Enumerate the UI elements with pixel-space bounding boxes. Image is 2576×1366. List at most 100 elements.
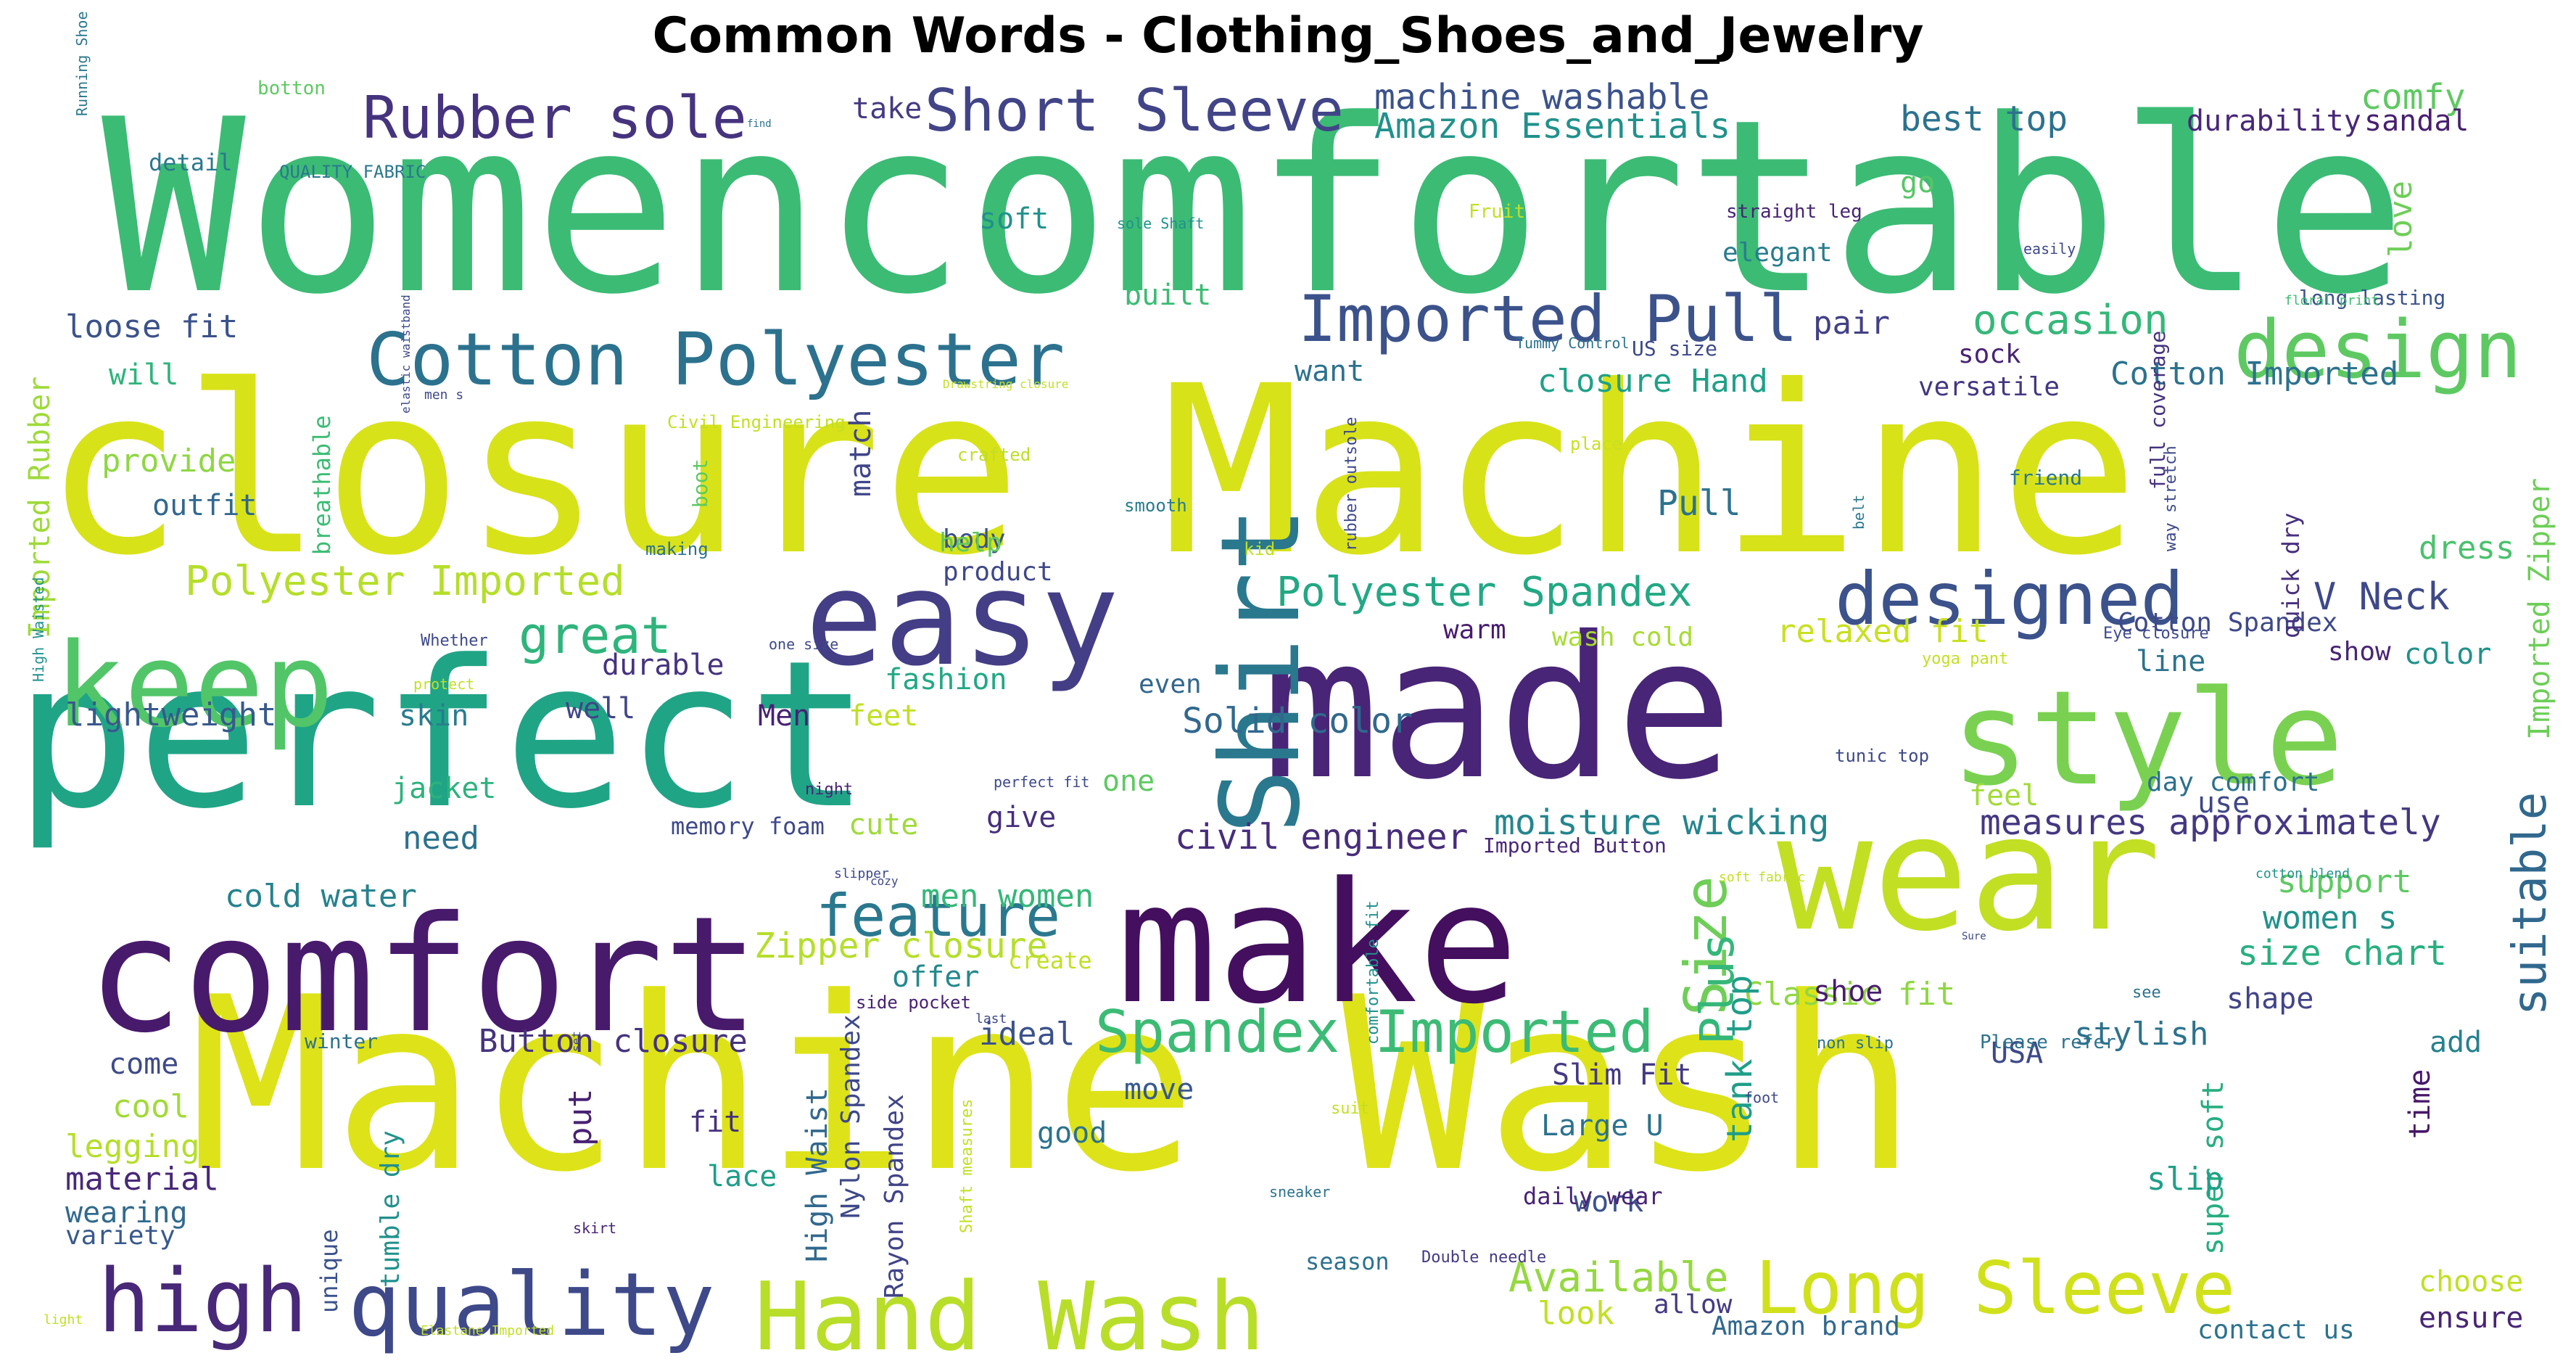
word-105: variety (65, 1221, 176, 1251)
word-37: sandal (2364, 104, 2469, 138)
word-183: foot (1744, 1089, 1779, 1106)
word-128: Amazon brand (1712, 1312, 1900, 1341)
word-195: Elastane Imported (421, 1323, 554, 1338)
word-64: provide (102, 443, 236, 480)
word-4: made (1262, 594, 1733, 823)
word-109: put (562, 1089, 599, 1146)
word-46: Solid color (1182, 701, 1413, 741)
word-162: easily (2023, 240, 2076, 258)
word-198: Sure (1962, 931, 1986, 942)
word-166: men s (424, 387, 463, 403)
word-51: relaxed fit (1777, 613, 1988, 650)
word-43: moisture wicking (1494, 802, 1829, 843)
word-127: allow (1654, 1290, 1733, 1320)
word-113: move (1124, 1073, 1194, 1106)
word-137: Rayon Spandex (880, 1094, 909, 1299)
word-149: smooth (1124, 495, 1187, 516)
word-123: Slim Fit (1552, 1058, 1692, 1092)
word-126: look (1537, 1295, 1614, 1332)
word-111: lace (707, 1160, 777, 1193)
word-96: versatile (1918, 372, 2060, 402)
word-57: ideal (979, 1016, 1075, 1053)
word-26: Plus (1691, 933, 1745, 1045)
word-91: soft (979, 202, 1049, 236)
word-192: cozy (870, 874, 899, 888)
word-154: Whether (421, 632, 488, 650)
word-34: best top (1900, 99, 2068, 139)
word-164: Tummy Control (1516, 334, 1630, 352)
word-8: easy (805, 543, 1119, 695)
word-21: Rubber sole (363, 84, 747, 152)
word-50: women s (2263, 900, 2397, 937)
word-1: closure Machine (44, 337, 2139, 606)
word-138: breathable (308, 415, 336, 555)
word-182: see (2132, 984, 2161, 1002)
word-152: kid (1244, 539, 1275, 559)
word-197: set (569, 1031, 583, 1052)
word-169: Running Shoe (73, 12, 91, 117)
word-181: cotton blend (2255, 866, 2350, 881)
word-140: full coverage (2146, 331, 2170, 490)
word-153: making (645, 539, 709, 559)
word-81: day comfort (2147, 768, 2319, 797)
word-196: last (975, 1011, 1007, 1026)
word-80: use (2197, 786, 2250, 820)
word-75: need (402, 820, 479, 857)
word-27: suitable (2503, 792, 2557, 1016)
word-49: support (2277, 863, 2411, 900)
word-58: super soft (2197, 1080, 2230, 1255)
word-82: color (2404, 638, 2491, 671)
word-171: rubber outsole (1342, 417, 1361, 551)
word-186: sneaker (1269, 1183, 1330, 1201)
word-159: Fruit (1469, 201, 1525, 223)
word-12: quality (348, 1255, 715, 1356)
word-124: USA (1991, 1037, 2043, 1070)
word-163: floral print (2284, 293, 2379, 308)
word-15: designed (1835, 556, 2184, 641)
word-155: protect (413, 675, 474, 693)
word-5: make (1117, 847, 1519, 1041)
word-13: high (98, 1251, 307, 1352)
word-71: feet (849, 699, 918, 733)
word-48: size chart (2237, 933, 2447, 974)
word-161: straight leg (1726, 201, 1862, 223)
word-56: Button closure (479, 1023, 748, 1060)
word-6: comfort (87, 882, 759, 1068)
word-36: durability (2187, 104, 2361, 138)
word-121: work (1574, 1185, 1643, 1219)
word-110: fit (689, 1106, 741, 1139)
word-139: boot (688, 459, 712, 508)
word-29: Polyester Spandex (1276, 569, 1692, 616)
word-9: keep (54, 617, 334, 753)
word-38: occasion (1973, 297, 2168, 344)
word-129: contact us (2197, 1315, 2355, 1345)
word-54: cold water (225, 878, 417, 915)
word-98: body (943, 524, 1006, 554)
word-189: suit (1331, 1100, 1369, 1118)
word-97: match (844, 410, 878, 497)
word-22: feature (816, 882, 1060, 950)
word-32: machine washable (1374, 77, 1709, 118)
word-20: Short Sleeve (925, 77, 1344, 144)
word-14: Shirt (1198, 506, 1324, 834)
word-150: place (1570, 434, 1622, 454)
word-88: want (1295, 355, 1364, 388)
word-79: feel (1969, 779, 2039, 812)
chart-title: Common Words - Clothing_Shoes_and_Jewelr… (652, 7, 1924, 65)
word-151: friend (2009, 466, 2082, 490)
word-187: Double needle (1421, 1248, 1546, 1267)
word-116: shoe (1813, 975, 1883, 1008)
word-143: US size (1632, 337, 1717, 361)
word-193: skirt (573, 1219, 616, 1237)
word-101: even (1139, 670, 1202, 699)
word-122: Large U (1541, 1109, 1664, 1143)
word-10: style (1951, 663, 2344, 815)
word-106: legging (65, 1128, 199, 1165)
word-170: High Waisted (30, 577, 47, 683)
word-66: will (109, 358, 178, 392)
word-147: winter (305, 1029, 378, 1053)
word-144: memory foam (671, 812, 825, 840)
word-156: botton (257, 78, 326, 99)
word-30: Polyester Imported (185, 558, 625, 605)
